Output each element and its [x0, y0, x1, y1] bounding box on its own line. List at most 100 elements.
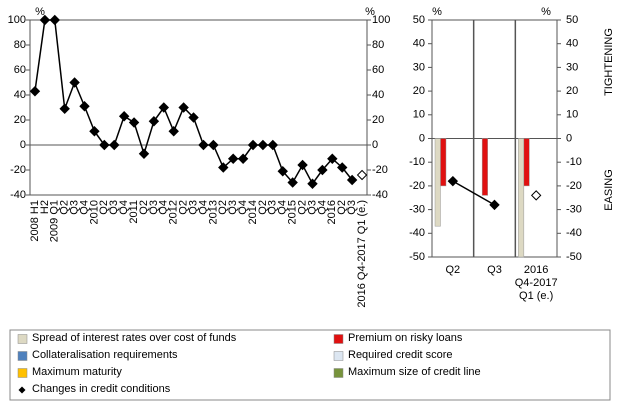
- legend-label: Required credit score: [348, 349, 453, 361]
- legend-swatch: [17, 334, 28, 344]
- x-tick-label: Q3: [108, 200, 120, 215]
- y-tick-label: -20: [409, 180, 425, 192]
- x-tick-label: 2016 Q4-2017 Q1 (e.): [514, 264, 558, 302]
- data-point: [447, 175, 459, 187]
- y2-tick-label: 50: [566, 14, 578, 26]
- legend-label: Spread of interest rates over cost of fu…: [32, 332, 237, 344]
- data-point: [218, 162, 229, 173]
- data-point: [267, 139, 279, 151]
- data-point: [208, 139, 219, 151]
- legend-swatch: [17, 368, 28, 378]
- x-tick-label: Q4: [277, 200, 289, 215]
- x-tick-label: Q3: [187, 200, 199, 215]
- y2-tick-label: 0: [372, 139, 378, 151]
- data-point: [188, 112, 199, 123]
- x-tick-label: 2014: [247, 200, 259, 224]
- data-point: [69, 77, 80, 88]
- y2-tick-label: -20: [372, 164, 388, 176]
- y-unit: %: [35, 6, 45, 18]
- x-tick-label: Q2: [138, 200, 150, 215]
- x-tick-label: Q4: [197, 200, 209, 215]
- data-point: [530, 190, 542, 201]
- x-tick-label: 2015: [287, 200, 299, 224]
- y2-tick-label: 40: [372, 89, 384, 101]
- x-tick-label: Q3: [227, 200, 239, 215]
- x-tick-label: 2010: [88, 200, 100, 224]
- x-tick-label: H2: [39, 200, 51, 214]
- x-tick-label: Q3: [267, 200, 279, 215]
- bar: [434, 138, 441, 227]
- x-tick-label: Q3: [148, 200, 160, 215]
- y2-tick-label: -50: [566, 251, 582, 263]
- y-tick-label: 20: [413, 85, 425, 97]
- bar: [440, 138, 447, 187]
- data-point: [227, 153, 239, 164]
- y-tick-label: 0: [419, 132, 425, 144]
- legend-swatch: [333, 334, 344, 344]
- data-point: [198, 139, 209, 151]
- legend-marker: [18, 386, 26, 394]
- legend-label: Maximum maturity: [32, 366, 122, 378]
- x-tick-label: 2016 Q4-2017 Q1 (e.): [356, 200, 368, 308]
- legend-swatch: [333, 351, 344, 361]
- y2-tick-label: 40: [566, 38, 578, 50]
- data-point: [327, 153, 338, 164]
- data-point: [307, 178, 318, 189]
- plot-frame: [29, 19, 368, 196]
- data-point: [317, 164, 328, 176]
- legend-swatch: [17, 351, 28, 361]
- x-tick-label: 2016: [326, 200, 338, 224]
- y2-tick-label: -40: [372, 189, 388, 201]
- x-tick-label: Q4: [316, 200, 328, 215]
- y-tick-label: 20: [14, 114, 26, 126]
- x-tick-label: 2011: [128, 200, 140, 224]
- x-tick-label: Q3: [69, 200, 81, 215]
- x-tick-label: Q2: [217, 200, 229, 215]
- data-point: [89, 126, 100, 137]
- data-point: [49, 14, 60, 26]
- data-point: [79, 101, 90, 112]
- y2-tick-label: -30: [566, 204, 582, 216]
- data-point: [346, 174, 358, 186]
- y-tick-label: 10: [413, 109, 425, 121]
- y-tick-label: 50: [413, 14, 425, 26]
- data-point: [128, 117, 140, 128]
- x-tick-label: Q4: [118, 200, 130, 215]
- x-tick-label: Q2: [98, 200, 110, 215]
- x-tick-label: 2013: [207, 200, 219, 224]
- x-tick-label: Q3: [487, 264, 502, 276]
- y-tick-label: 80: [14, 39, 26, 51]
- data-point: [29, 86, 41, 97]
- y2-unit: %: [541, 6, 551, 18]
- y2-tick-label: -10: [566, 156, 582, 168]
- annotation: EASING: [603, 169, 615, 211]
- data-point: [99, 139, 110, 151]
- x-tick-label: Q2: [336, 200, 348, 215]
- x-tick-label: Q2: [178, 200, 190, 215]
- data-point: [39, 14, 51, 26]
- y2-tick-label: 30: [566, 61, 578, 73]
- data-point: [277, 166, 288, 177]
- data-point: [356, 169, 368, 181]
- x-tick-label: Q4: [237, 200, 249, 215]
- data-point: [247, 139, 259, 151]
- data-point: [297, 159, 308, 171]
- y-tick-label: -40: [409, 227, 425, 239]
- data-point: [118, 111, 130, 122]
- x-tick-label: Q3: [346, 200, 358, 215]
- data-point: [337, 162, 348, 173]
- x-tick-label: 2008 H1: [29, 200, 41, 242]
- x-tick-label: 2009 Q1: [49, 200, 61, 242]
- x-tick-label: Q2: [445, 264, 461, 276]
- data-point: [138, 148, 150, 159]
- y-tick-label: 30: [413, 61, 425, 73]
- data-point: [237, 153, 249, 164]
- data-point: [168, 126, 179, 137]
- y2-tick-label: 60: [372, 64, 384, 76]
- bar: [481, 138, 488, 196]
- y-tick-label: -10: [409, 156, 425, 168]
- data-point: [59, 103, 70, 114]
- y-tick-label: 100: [8, 14, 26, 26]
- y2-tick-label: 80: [372, 39, 384, 51]
